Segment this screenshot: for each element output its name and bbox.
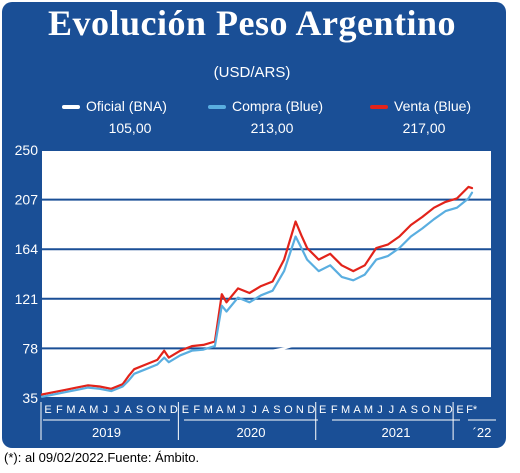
x-month-label: D bbox=[170, 404, 178, 416]
x-month-label: E bbox=[182, 404, 189, 416]
y-tick-label: 35 bbox=[22, 390, 38, 406]
x-month-label: S bbox=[273, 404, 280, 416]
y-tick-label: 207 bbox=[15, 192, 39, 208]
y-tick-label: 250 bbox=[15, 142, 39, 158]
x-month-label: S bbox=[411, 404, 418, 416]
x-month-label: N bbox=[296, 404, 304, 416]
x-month-label: A bbox=[353, 404, 361, 416]
legend-swatch-compra bbox=[208, 105, 226, 110]
legend-swatch-oficial bbox=[62, 105, 80, 110]
x-month-label: D bbox=[445, 404, 453, 416]
x-month-label: J bbox=[114, 404, 120, 416]
legend-label-compra: Compra (Blue) bbox=[232, 98, 324, 114]
x-month-label: J bbox=[251, 404, 257, 416]
x-month-label: O bbox=[284, 404, 293, 416]
x-month-label: A bbox=[262, 404, 270, 416]
x-month-label: A bbox=[399, 404, 407, 416]
x-month-label: J bbox=[102, 404, 108, 416]
x-month-label: M bbox=[341, 404, 350, 416]
x-month-label: F bbox=[56, 404, 63, 416]
legend-item-compra: Compra (Blue) bbox=[208, 98, 323, 114]
x-month-label: A bbox=[79, 404, 87, 416]
y-tick-label: 164 bbox=[15, 241, 39, 257]
series-line-venta bbox=[40, 185, 474, 396]
x-month-label: F bbox=[331, 404, 338, 416]
legend-label-oficial: Oficial (BNA) bbox=[86, 98, 167, 114]
legend-label-venta: Venta (Blue) bbox=[394, 98, 472, 114]
x-month-label: N bbox=[159, 404, 167, 416]
y-tick-label: 78 bbox=[22, 340, 38, 356]
x-month-label: S bbox=[136, 404, 143, 416]
y-tick-label: 121 bbox=[15, 291, 39, 307]
x-month-label: F bbox=[193, 404, 200, 416]
legend-value-compra: 213,00 bbox=[250, 120, 294, 136]
plot-area bbox=[42, 150, 491, 398]
x-month-label: M bbox=[66, 404, 75, 416]
x-month-label: A bbox=[124, 404, 132, 416]
x-month-label: M bbox=[89, 404, 98, 416]
x-month-label: M bbox=[204, 404, 213, 416]
legend-item-venta: Venta (Blue) bbox=[370, 98, 471, 114]
legend-value-oficial: 105,00 bbox=[108, 120, 152, 136]
legend-value-venta: 217,00 bbox=[402, 120, 446, 136]
x-month-label: O bbox=[422, 404, 431, 416]
x-year-label: ´22 bbox=[473, 425, 492, 440]
x-month-label: O bbox=[147, 404, 156, 416]
legend-item-oficial: Oficial (BNA) bbox=[62, 98, 167, 114]
x-year-label: 2019 bbox=[92, 425, 121, 440]
x-month-label: J bbox=[240, 404, 246, 416]
x-month-label: E bbox=[319, 404, 326, 416]
x-month-label: D bbox=[307, 404, 315, 416]
footnote: (*): al 09/02/2022.Fuente: Ámbito. bbox=[4, 450, 200, 465]
x-month-label: J bbox=[389, 404, 395, 416]
x-month-label: E bbox=[44, 404, 51, 416]
legend-swatch-venta bbox=[370, 105, 388, 110]
chart-title: Evolución Peso Argentino bbox=[47, 3, 457, 43]
x-month-label: E bbox=[456, 404, 463, 416]
chart-unit-label: (USD/ARS) bbox=[213, 64, 291, 81]
series-line-compra bbox=[40, 191, 474, 398]
x-month-label: M bbox=[227, 404, 236, 416]
x-month-label: F* bbox=[466, 404, 478, 416]
x-month-label: A bbox=[216, 404, 224, 416]
x-year-label: 2021 bbox=[382, 425, 411, 440]
x-month-label: N bbox=[433, 404, 441, 416]
x-year-label: 2020 bbox=[237, 425, 266, 440]
x-month-label: M bbox=[364, 404, 373, 416]
x-month-label: J bbox=[377, 404, 383, 416]
